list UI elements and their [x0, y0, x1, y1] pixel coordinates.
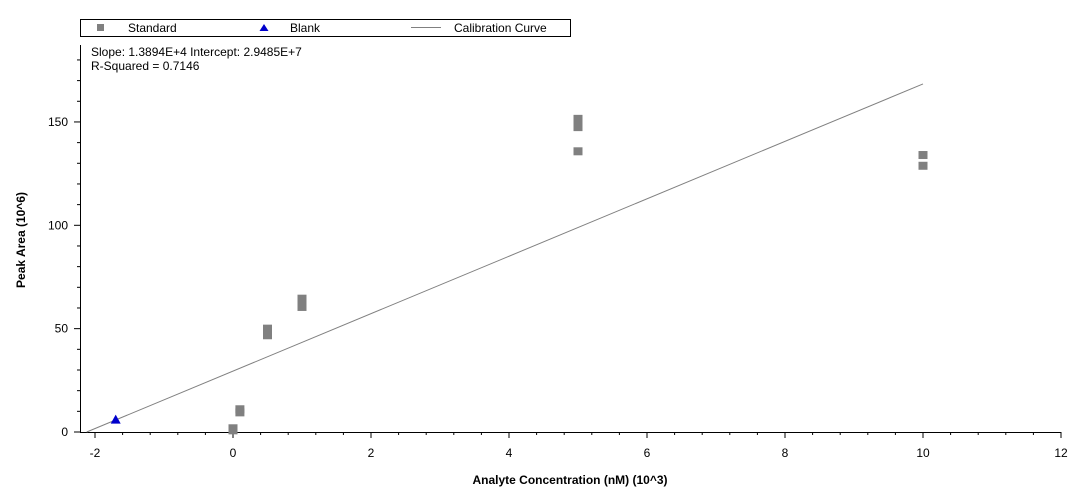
standard-point [297, 302, 307, 311]
standard-point [573, 118, 583, 127]
standard-point [263, 324, 272, 333]
legend-standard-label: Standard [128, 21, 177, 35]
x-tick-label: 0 [230, 446, 237, 460]
standard-point [573, 114, 583, 123]
standard-point [228, 424, 238, 433]
calibration-curve [86, 83, 924, 433]
legend-standard-marker [97, 24, 104, 31]
legend-box [80, 19, 571, 37]
standard-point [297, 298, 307, 307]
x-tick-label: 2 [368, 446, 375, 460]
standard-point [918, 151, 928, 160]
y-tick-label: 0 [61, 425, 68, 439]
legend-blank-marker [259, 24, 269, 31]
legend-blank-label: Blank [290, 21, 321, 35]
x-tick-label: 10 [916, 446, 930, 460]
x-tick-label: 4 [506, 446, 513, 460]
y-tick-label: 100 [48, 218, 68, 232]
standard-point [918, 161, 928, 170]
r-squared-annotation: R-Squared = 0.7146 [91, 59, 200, 73]
standard-point [297, 294, 307, 303]
data-points [110, 114, 928, 435]
calibration-line [86, 83, 924, 433]
x-tick-label: -2 [90, 446, 101, 460]
y-tick-label: 150 [48, 115, 68, 129]
y-axis-title: Peak Area (10^6) [14, 192, 28, 288]
x-axis-title: Analyte Concentration (nM) (10^3) [472, 473, 667, 487]
standard-point [573, 147, 583, 156]
y-tick-label: 50 [55, 322, 69, 336]
x-tick-label: 8 [782, 446, 789, 460]
blank-point [110, 414, 121, 424]
x-tick-label: 6 [644, 446, 651, 460]
axis-ticks: -2 0 2 4 6 8 10 12 0 50 100 150 [48, 59, 1068, 460]
legend-calibration-label: Calibration Curve [454, 21, 547, 35]
x-tick-label: 12 [1054, 446, 1068, 460]
standard-point [235, 405, 245, 414]
standard-point [573, 123, 583, 132]
legend: Standard Blank Calibration Curve [80, 19, 571, 37]
equation-annotation: Slope: 1.3894E+4 Intercept: 2.9485E+7 [91, 45, 302, 59]
